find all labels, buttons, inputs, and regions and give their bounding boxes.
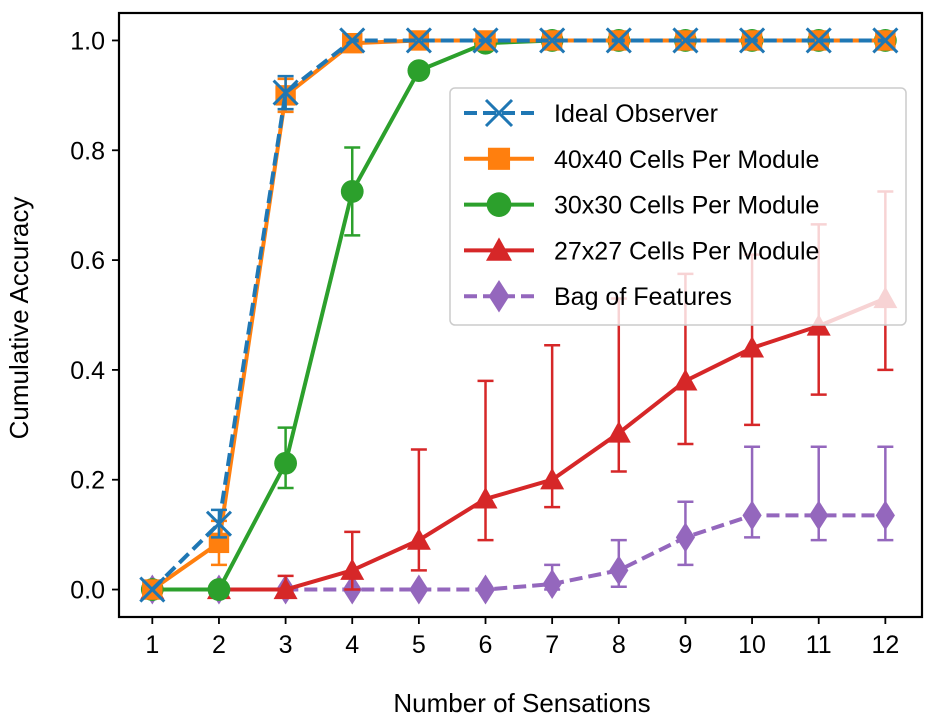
x-tick-label: 2 <box>212 631 226 659</box>
series-line <box>152 513 886 592</box>
series-line <box>150 38 886 591</box>
y-tick-label: 1.0 <box>70 27 105 55</box>
circle-marker <box>274 451 297 475</box>
triangle-marker <box>406 528 431 550</box>
plot-frame <box>117 11 924 619</box>
x-tick-label: 1 <box>145 631 159 659</box>
x-marker <box>472 27 499 54</box>
legend-entry: Ideal Observer <box>464 98 718 128</box>
square-marker <box>342 33 363 54</box>
legend: Ideal Observer 40x40 Cells Per Module 30x3… <box>449 87 907 326</box>
y-axis: 0.0 0.2 0.4 0.6 0.8 1.0 <box>70 27 119 605</box>
y-tick-label: 0.4 <box>70 357 105 385</box>
x-tick-label: 7 <box>545 631 559 659</box>
triangle-marker <box>486 237 512 261</box>
diamond-marker <box>409 574 429 605</box>
y-tick-label: 0.8 <box>70 137 105 165</box>
legend-label: 40x40 Cells Per Module <box>554 146 819 174</box>
error-bar <box>410 448 427 572</box>
x-marker <box>872 27 899 54</box>
legend-label: Ideal Observer <box>554 100 718 128</box>
triangle-marker <box>740 335 765 358</box>
y-tick-label: 0.6 <box>70 247 105 275</box>
x-tick-label: 10 <box>738 631 766 659</box>
diamond-marker <box>675 522 696 553</box>
circle-marker <box>407 59 431 83</box>
legend-label: 30x30 Cells Per Module <box>554 192 819 220</box>
x-marker <box>484 98 514 128</box>
triangle-marker <box>473 486 498 509</box>
legend-entry: 40x40 Cells Per Module <box>464 146 819 174</box>
square-marker <box>487 147 511 170</box>
triangle-marker <box>673 368 698 391</box>
x-tick-label: 11 <box>806 631 832 659</box>
x-axis: 1 2 3 4 5 6 7 8 9 10 11 12 <box>145 617 899 659</box>
triangle-marker <box>606 421 631 443</box>
diamond-marker <box>742 500 762 531</box>
x-tick-label: 3 <box>279 631 293 659</box>
x-marker <box>805 27 832 54</box>
x-tick-label: 5 <box>412 631 426 659</box>
x-marker <box>405 27 432 54</box>
triangle-marker <box>540 467 565 490</box>
y-axis-label: Cumulative Accuracy <box>4 197 34 440</box>
series-bag-of-features <box>142 445 895 605</box>
x-tick-label: 4 <box>345 631 359 659</box>
x-marker <box>672 27 699 54</box>
legend-entry: 27x27 Cells Per Module <box>464 237 819 265</box>
x-marker <box>739 27 766 54</box>
x-marker <box>539 27 566 54</box>
y-tick-label: 0.0 <box>70 577 105 605</box>
circle-marker <box>340 180 364 203</box>
legend-entry: Bag of Features <box>464 279 732 313</box>
diamond-marker <box>875 500 895 531</box>
x-tick-label: 12 <box>871 631 899 659</box>
legend-label: 27x27 Cells Per Module <box>554 237 819 265</box>
x-axis-label: Number of Sensations <box>393 688 650 718</box>
legend-label: Bag of Features <box>554 283 732 311</box>
error-bar <box>477 379 494 542</box>
triangle-marker <box>273 577 298 600</box>
diamond-marker <box>809 500 829 531</box>
triangle-marker <box>340 558 365 580</box>
diamond-marker <box>475 574 496 605</box>
y-tick-label: 0.2 <box>70 467 105 495</box>
x-marker <box>605 27 632 54</box>
x-tick-label: 6 <box>479 631 493 659</box>
diamond-marker <box>542 569 562 600</box>
circle-marker <box>207 578 231 601</box>
x-marker <box>139 576 166 603</box>
x-tick-label: 9 <box>678 631 692 659</box>
x-marker <box>339 27 366 54</box>
series-ideal-observer <box>139 27 899 603</box>
legend-box <box>449 87 907 326</box>
diamond-marker <box>488 279 510 313</box>
x-marker <box>205 510 233 537</box>
x-tick-label: 8 <box>612 631 626 659</box>
series-line <box>152 296 887 592</box>
x-marker <box>272 79 299 106</box>
legend-entry: 30x30 Cells Per Module <box>464 192 819 220</box>
diamond-marker <box>609 555 629 586</box>
circle-marker <box>486 192 512 217</box>
